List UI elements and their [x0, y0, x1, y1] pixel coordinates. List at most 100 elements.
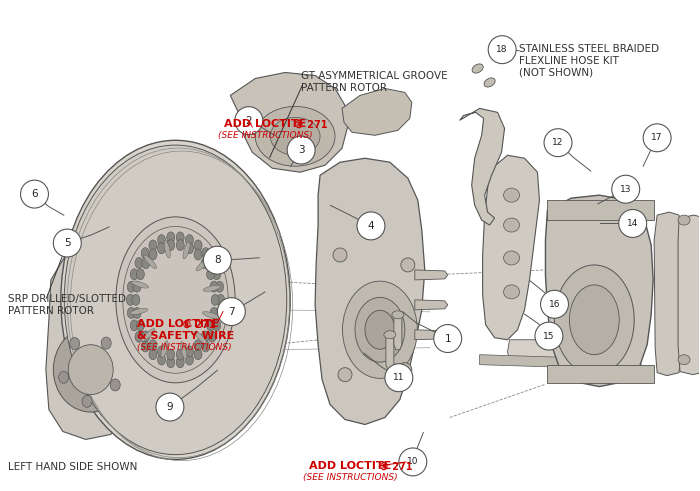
- Ellipse shape: [503, 188, 519, 202]
- Ellipse shape: [503, 251, 519, 265]
- Ellipse shape: [194, 340, 202, 351]
- Ellipse shape: [122, 226, 228, 373]
- Ellipse shape: [472, 64, 483, 73]
- Circle shape: [20, 180, 48, 208]
- Text: LEFT HAND SIDE SHOWN: LEFT HAND SIDE SHOWN: [8, 462, 137, 472]
- Ellipse shape: [64, 145, 287, 455]
- Ellipse shape: [216, 307, 223, 318]
- Ellipse shape: [133, 281, 141, 292]
- Polygon shape: [386, 335, 394, 370]
- Ellipse shape: [130, 308, 148, 314]
- Ellipse shape: [270, 117, 320, 155]
- Circle shape: [357, 212, 385, 240]
- Polygon shape: [415, 330, 448, 340]
- Ellipse shape: [116, 217, 235, 383]
- Ellipse shape: [569, 285, 620, 355]
- Circle shape: [53, 229, 81, 257]
- Ellipse shape: [59, 371, 69, 383]
- Text: 11: 11: [393, 373, 405, 382]
- Text: 3: 3: [298, 145, 304, 155]
- Text: SRP DRILLED/SLOTTED: SRP DRILLED/SLOTTED: [8, 294, 126, 304]
- Polygon shape: [678, 215, 700, 375]
- Ellipse shape: [678, 355, 690, 365]
- Ellipse shape: [181, 342, 187, 359]
- Ellipse shape: [401, 258, 415, 272]
- Text: 12: 12: [552, 138, 564, 147]
- Ellipse shape: [208, 331, 216, 342]
- Ellipse shape: [61, 140, 290, 460]
- Polygon shape: [480, 355, 641, 370]
- Text: (SEE INSTRUCTIONS): (SEE INSTRUCTIONS): [137, 343, 232, 352]
- Text: 18: 18: [496, 45, 508, 54]
- Text: 6: 6: [32, 189, 38, 199]
- Ellipse shape: [201, 331, 209, 342]
- Ellipse shape: [201, 258, 209, 269]
- Text: PATTERN ROTOR: PATTERN ROTOR: [8, 306, 94, 316]
- Ellipse shape: [210, 307, 218, 319]
- Ellipse shape: [158, 235, 165, 246]
- Ellipse shape: [186, 235, 193, 246]
- Text: ® 271: ® 271: [182, 320, 216, 330]
- Ellipse shape: [202, 312, 220, 319]
- Polygon shape: [508, 340, 641, 362]
- Ellipse shape: [130, 269, 138, 280]
- Ellipse shape: [70, 337, 80, 350]
- Circle shape: [156, 393, 184, 421]
- Ellipse shape: [203, 285, 220, 292]
- Polygon shape: [654, 212, 681, 376]
- Ellipse shape: [132, 281, 148, 288]
- Ellipse shape: [202, 341, 210, 352]
- Ellipse shape: [256, 107, 335, 166]
- Bar: [547, 200, 654, 220]
- Circle shape: [385, 364, 413, 392]
- Text: 15: 15: [543, 331, 554, 341]
- Ellipse shape: [142, 331, 150, 342]
- Ellipse shape: [53, 327, 128, 412]
- Text: STAINLESS STEEL BRAIDED: STAINLESS STEEL BRAIDED: [519, 44, 659, 54]
- Ellipse shape: [141, 341, 149, 352]
- Text: 10: 10: [407, 458, 419, 466]
- Ellipse shape: [136, 320, 144, 331]
- Ellipse shape: [167, 357, 175, 368]
- Circle shape: [612, 175, 640, 203]
- Ellipse shape: [194, 249, 202, 260]
- Polygon shape: [342, 88, 412, 136]
- Ellipse shape: [202, 247, 210, 259]
- Ellipse shape: [176, 240, 184, 250]
- Text: ADD LOCTITE: ADD LOCTITE: [224, 119, 306, 129]
- Ellipse shape: [503, 285, 519, 299]
- Polygon shape: [230, 73, 348, 172]
- Text: GT ASYMMETRICAL GROOVE: GT ASYMMETRICAL GROOVE: [301, 72, 448, 82]
- Ellipse shape: [69, 345, 113, 395]
- Text: 9: 9: [167, 402, 173, 412]
- Ellipse shape: [127, 281, 135, 292]
- Ellipse shape: [186, 354, 193, 365]
- Ellipse shape: [195, 331, 207, 345]
- Text: ® 271: ® 271: [294, 120, 328, 130]
- Ellipse shape: [210, 281, 218, 292]
- Ellipse shape: [132, 295, 140, 305]
- Ellipse shape: [158, 354, 165, 365]
- Ellipse shape: [213, 269, 220, 280]
- Ellipse shape: [161, 341, 168, 358]
- Polygon shape: [482, 155, 540, 340]
- Ellipse shape: [158, 243, 165, 254]
- Circle shape: [619, 210, 647, 238]
- Text: ® 271: ® 271: [379, 462, 412, 472]
- Ellipse shape: [158, 346, 165, 357]
- Ellipse shape: [678, 215, 690, 225]
- Ellipse shape: [365, 310, 395, 349]
- Text: 5: 5: [64, 238, 71, 248]
- Circle shape: [218, 298, 245, 326]
- Ellipse shape: [149, 340, 157, 351]
- Text: 2: 2: [246, 116, 252, 126]
- Text: (SEE INSTRUCTIONS): (SEE INSTRUCTIONS): [302, 473, 398, 482]
- Ellipse shape: [135, 331, 143, 342]
- Ellipse shape: [149, 349, 157, 360]
- Ellipse shape: [208, 257, 216, 269]
- Ellipse shape: [206, 320, 215, 331]
- Ellipse shape: [342, 281, 417, 379]
- Ellipse shape: [127, 307, 135, 318]
- Ellipse shape: [194, 349, 202, 360]
- Text: 16: 16: [549, 300, 560, 309]
